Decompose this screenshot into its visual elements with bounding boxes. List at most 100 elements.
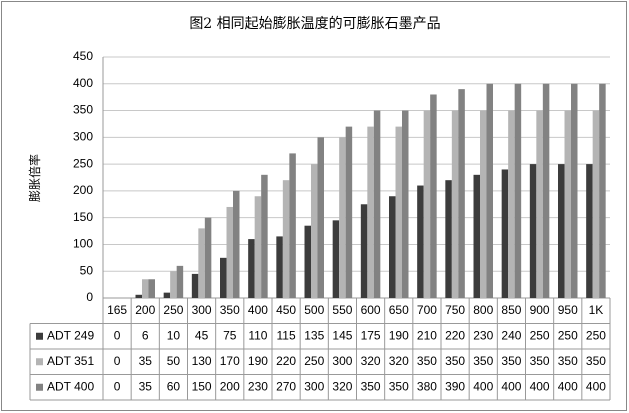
bar xyxy=(304,225,311,298)
bar xyxy=(332,220,340,298)
bar xyxy=(389,196,396,298)
bar xyxy=(542,83,550,299)
table-value: 115 xyxy=(277,328,296,342)
bar xyxy=(360,204,368,298)
bar xyxy=(599,83,606,299)
x-tick-label: 400 xyxy=(248,303,268,317)
y-tick-label: 200 xyxy=(73,183,93,197)
y-tick-label: 250 xyxy=(73,156,93,170)
x-tick-label: 550 xyxy=(332,303,352,317)
y-tick-label: 0 xyxy=(86,290,93,304)
x-tick-label: 850 xyxy=(501,303,521,317)
bar xyxy=(191,273,199,298)
bar xyxy=(226,206,233,298)
bar xyxy=(564,110,571,298)
bar xyxy=(480,110,487,298)
bar xyxy=(261,174,268,298)
table-value: 350 xyxy=(530,354,550,368)
bar xyxy=(148,279,155,298)
y-tick-label: 450 xyxy=(73,49,93,63)
table-value: 0 xyxy=(114,379,121,393)
bar xyxy=(458,89,465,298)
legend-label: ADT 400 xyxy=(47,379,94,393)
bar xyxy=(445,180,452,298)
table-value: 60 xyxy=(167,379,181,393)
bar xyxy=(558,164,565,298)
bar xyxy=(536,110,543,298)
y-tick-label: 150 xyxy=(73,210,93,224)
legend-swatch xyxy=(36,332,43,340)
table-value: 170 xyxy=(220,354,240,368)
bar xyxy=(248,239,255,298)
table-value: 6 xyxy=(142,328,149,342)
x-tick-label: 1K xyxy=(589,303,604,317)
bar xyxy=(592,110,600,298)
table-value: 190 xyxy=(248,354,268,368)
y-tick-label: 350 xyxy=(73,103,93,117)
x-tick-label: 300 xyxy=(192,303,212,317)
table-value: 400 xyxy=(473,379,493,393)
table-value: 350 xyxy=(361,379,381,393)
table-value: 400 xyxy=(501,379,521,393)
table-value: 0 xyxy=(114,328,121,342)
table-value: 250 xyxy=(558,328,578,342)
table-value: 350 xyxy=(473,354,493,368)
x-tick-label: 800 xyxy=(473,303,493,317)
table-value: 135 xyxy=(304,328,324,342)
bar xyxy=(514,83,522,299)
table-value: 300 xyxy=(332,354,352,368)
table-value: 10 xyxy=(167,328,181,342)
bar xyxy=(373,110,381,298)
table-value: 400 xyxy=(530,379,550,393)
legend-swatch xyxy=(36,383,43,391)
table-value: 400 xyxy=(586,379,606,393)
bar xyxy=(163,292,171,298)
table-value: 150 xyxy=(192,379,212,393)
bar xyxy=(586,164,593,298)
bar xyxy=(176,265,184,298)
x-tick-label: 500 xyxy=(304,303,324,317)
table-value: 240 xyxy=(501,328,521,342)
bar xyxy=(473,174,480,298)
bar xyxy=(254,196,262,298)
table-value: 350 xyxy=(417,354,437,368)
bar xyxy=(282,180,290,298)
table-value: 220 xyxy=(276,354,296,368)
x-tick-label: 750 xyxy=(445,303,465,317)
table-value: 110 xyxy=(248,328,267,342)
legend-label: ADT 351 xyxy=(47,354,94,368)
x-tick-label: 600 xyxy=(361,303,381,317)
table-value: 380 xyxy=(417,379,437,393)
y-axis-label: 膨胀倍率 xyxy=(27,154,42,202)
bar xyxy=(289,153,296,298)
x-tick-label: 950 xyxy=(558,303,578,317)
bar xyxy=(402,110,409,298)
table-value: 350 xyxy=(445,354,465,368)
table-value: 400 xyxy=(558,379,578,393)
table-value: 320 xyxy=(332,379,352,393)
legend-swatch xyxy=(36,358,43,366)
bar xyxy=(486,83,493,299)
x-tick-label: 165 xyxy=(107,303,127,317)
bar xyxy=(311,164,318,298)
bar xyxy=(395,126,402,298)
bar xyxy=(430,94,437,298)
table-value: 350 xyxy=(558,354,578,368)
table-value: 220 xyxy=(445,328,465,342)
table-value: 130 xyxy=(192,354,212,368)
table-value: 145 xyxy=(332,328,352,342)
bar xyxy=(571,83,578,299)
bar xyxy=(508,110,515,298)
bar xyxy=(170,271,177,298)
bar xyxy=(339,137,346,298)
bar xyxy=(423,110,431,298)
table-value: 270 xyxy=(276,379,296,393)
bar xyxy=(233,190,240,298)
bar xyxy=(204,217,212,298)
bar xyxy=(142,279,149,298)
y-tick-label: 300 xyxy=(73,130,93,144)
table-value: 350 xyxy=(586,354,606,368)
y-tick-label: 50 xyxy=(80,263,94,277)
bar xyxy=(135,294,142,298)
